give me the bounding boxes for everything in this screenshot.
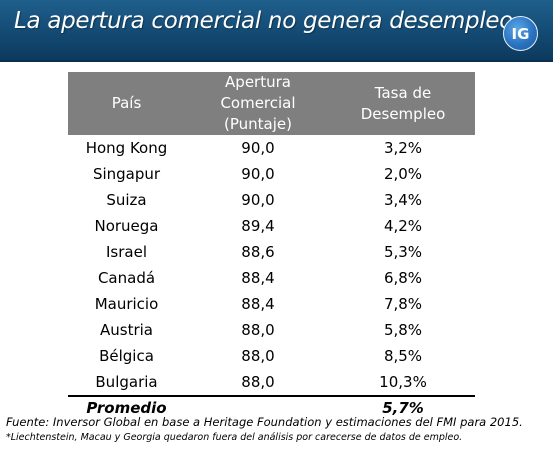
table-row: Noruega 89,4 4,2% bbox=[68, 213, 475, 239]
column-header-apertura: Apertura Comercial (Puntaje) bbox=[185, 72, 331, 135]
apertura-cell: 88,0 bbox=[241, 373, 275, 391]
country-cell: Austria bbox=[100, 321, 153, 339]
apertura-cell: 88,0 bbox=[241, 321, 275, 339]
table-row: Singapur 90,0 2,0% bbox=[68, 161, 475, 187]
desempleo-cell: 5,3% bbox=[383, 243, 423, 261]
desempleo-cell: 3,4% bbox=[383, 191, 423, 209]
desempleo-cell: 8,5% bbox=[383, 347, 423, 365]
desempleo-cell: 5,8% bbox=[383, 321, 423, 339]
table-row: Hong Kong 90,0 3,2% bbox=[68, 135, 475, 161]
average-label: Promedio bbox=[68, 395, 185, 418]
desempleo-cell: 3,2% bbox=[383, 139, 423, 157]
apertura-cell: 88,4 bbox=[241, 269, 275, 287]
country-cell: Noruega bbox=[94, 217, 159, 235]
desempleo-cell: 4,2% bbox=[383, 217, 423, 235]
apertura-cell: 90,0 bbox=[241, 139, 275, 157]
table-row: Austria 88,0 5,8% bbox=[68, 317, 475, 343]
apertura-cell: 88,0 bbox=[241, 347, 275, 365]
desempleo-cell: 7,8% bbox=[383, 295, 423, 313]
average-apertura bbox=[185, 395, 331, 418]
table-row: Bélgica 88,0 8,5% bbox=[68, 343, 475, 369]
table-header-row: País Apertura Comercial (Puntaje) Tasa d… bbox=[68, 72, 475, 135]
desempleo-cell: 10,3% bbox=[379, 373, 427, 391]
average-row: Promedio 5,7% bbox=[68, 395, 475, 418]
country-cell: Canadá bbox=[97, 269, 156, 287]
column-header-desempleo-label: Tasa de Desempleo bbox=[360, 83, 446, 123]
exclusion-note: *Liechtenstein, Macau y Georgia quedaron… bbox=[6, 432, 463, 443]
ig-logo: IG bbox=[503, 16, 538, 51]
country-cell: Mauricio bbox=[94, 295, 159, 313]
apertura-cell: 90,0 bbox=[241, 165, 275, 183]
column-header-desempleo: Tasa de Desempleo bbox=[331, 72, 475, 135]
page-title: La apertura comercial no genera desemple… bbox=[14, 8, 514, 34]
desempleo-cell: 2,0% bbox=[383, 165, 423, 183]
title-banner: La apertura comercial no genera desemple… bbox=[0, 0, 553, 62]
country-cell: Singapur bbox=[92, 165, 161, 183]
data-table: País Apertura Comercial (Puntaje) Tasa d… bbox=[68, 72, 475, 418]
column-header-pais: País bbox=[68, 72, 185, 135]
country-cell: Suiza bbox=[106, 191, 147, 209]
footnotes: Fuente: Inversor Global en base a Herita… bbox=[6, 415, 523, 443]
country-cell: Hong Kong bbox=[85, 139, 168, 157]
country-cell: Bulgaria bbox=[95, 373, 158, 391]
apertura-cell: 88,4 bbox=[241, 295, 275, 313]
apertura-cell: 88,6 bbox=[241, 243, 275, 261]
table-row: Mauricio 88,4 7,8% bbox=[68, 291, 475, 317]
country-cell: Bélgica bbox=[99, 347, 154, 365]
apertura-cell: 90,0 bbox=[241, 191, 275, 209]
column-header-apertura-label: Apertura Comercial (Puntaje) bbox=[220, 73, 296, 133]
table-row: Canadá 88,4 6,8% bbox=[68, 265, 475, 291]
table-body: Hong Kong 90,0 3,2% Singapur 90,0 2,0% Suiza 90… bbox=[68, 135, 475, 396]
table-row: Israel 88,6 5,3% bbox=[68, 239, 475, 265]
table-row: Suiza 90,0 3,4% bbox=[68, 187, 475, 213]
apertura-cell: 89,4 bbox=[241, 217, 275, 235]
source-note: Fuente: Inversor Global en base a Herita… bbox=[6, 415, 523, 429]
country-cell: Israel bbox=[106, 243, 147, 261]
table-row: Bulgaria 88,0 10,3% bbox=[68, 369, 475, 396]
desempleo-cell: 6,8% bbox=[383, 269, 423, 287]
average-desempleo: 5,7% bbox=[331, 395, 475, 418]
